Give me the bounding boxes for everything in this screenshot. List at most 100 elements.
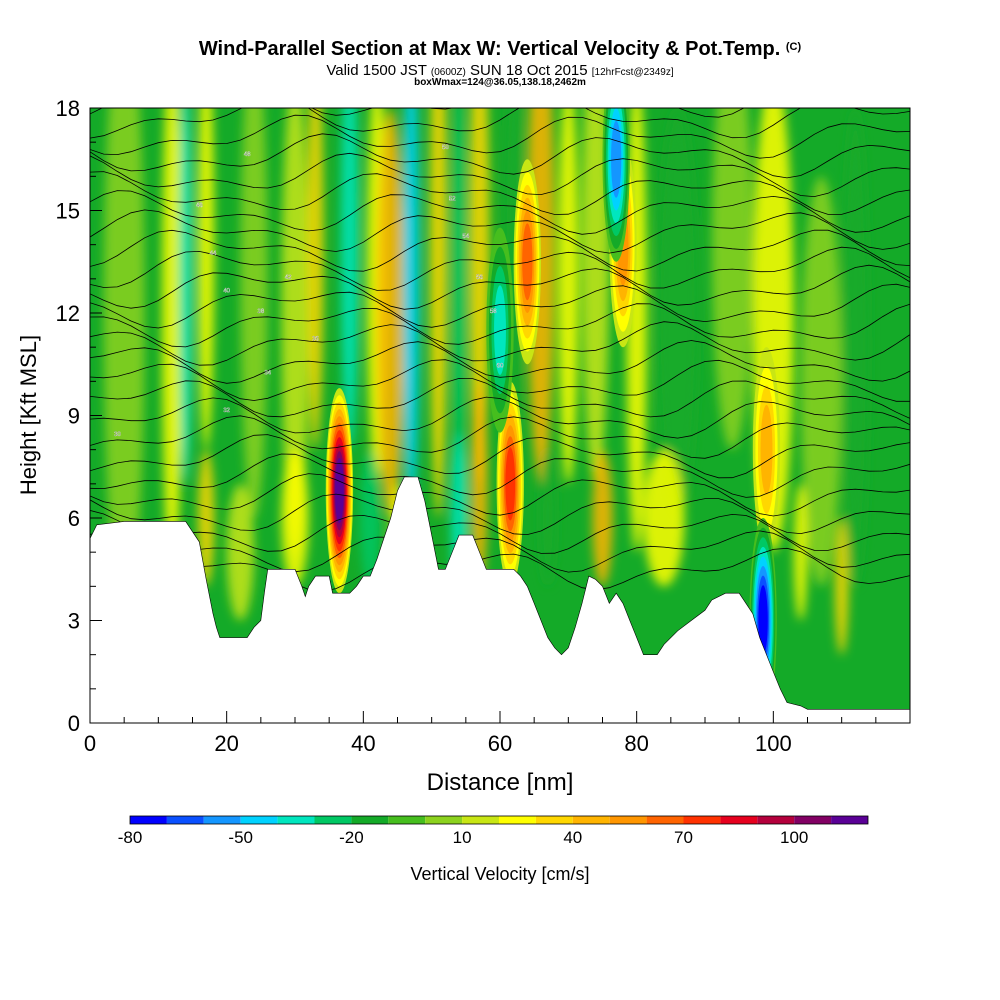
- field-band: [558, 108, 579, 484]
- chart-title-copyright: (C): [785, 41, 802, 53]
- x-tick-label: 0: [84, 731, 96, 756]
- field-band: [359, 449, 381, 587]
- downdraft-core: [494, 285, 506, 375]
- theta-contour-label: 56: [476, 275, 483, 281]
- field-band: [307, 108, 324, 450]
- colorbar-swatch: [240, 816, 278, 824]
- colorbar-swatch: [314, 816, 352, 824]
- theta-contour: [90, 510, 910, 554]
- theta-contour: [90, 303, 910, 348]
- colorbar-swatch: [462, 816, 499, 824]
- colorbar-tick-label: -20: [339, 828, 364, 847]
- downdraft-core: [758, 585, 768, 656]
- colorbar-swatch: [720, 816, 758, 824]
- colorbar-swatch: [166, 816, 204, 824]
- y-tick-label: 18: [56, 96, 80, 121]
- updraft-core: [335, 458, 344, 524]
- theta-contour: [90, 190, 910, 235]
- theta-contour: [90, 396, 910, 439]
- colorbar-swatch: [572, 816, 610, 824]
- y-tick-label: 12: [56, 301, 80, 326]
- theta-contour: [90, 152, 910, 198]
- field-band: [643, 449, 685, 587]
- field-band: [240, 108, 268, 518]
- theta-contour: [90, 340, 910, 384]
- x-tick-label: 60: [488, 731, 512, 756]
- field-band: [711, 108, 753, 450]
- updraft-core: [505, 447, 516, 521]
- field-band: [539, 449, 557, 587]
- x-tick-label: 100: [755, 731, 792, 756]
- y-axis-label: Height [Kft MSL]: [16, 335, 41, 495]
- field-band: [197, 449, 215, 587]
- theta-contour-label: 48: [244, 152, 251, 158]
- theta-contour: [90, 114, 910, 159]
- colorbar-frame: [129, 815, 869, 825]
- colorbar-swatch: [609, 816, 647, 824]
- y-tick-label: 15: [56, 199, 80, 224]
- plot-area: 30 32 34 36 38 40 42 44 46 48 50 52 54 56 58 60: [90, 108, 910, 723]
- chart-title: Wind-Parallel Section at Max W: Vertical…: [198, 38, 802, 60]
- colorbar-swatch: [535, 816, 573, 824]
- y-tick-label: 3: [68, 609, 80, 634]
- theta-contour: [90, 547, 910, 592]
- field-band: [429, 108, 448, 518]
- x-tick-label: 20: [214, 731, 238, 756]
- theta-contour: [90, 133, 910, 179]
- field-band: [226, 483, 254, 621]
- colorbar-swatch: [499, 816, 536, 824]
- theta-contour-label: 36: [312, 336, 319, 342]
- colorbar-swatch: [351, 816, 389, 824]
- chart-subtitle: Valid 1500 JST (0600Z) SUN 18 Oct 2015 […: [326, 62, 674, 79]
- field-band: [471, 381, 488, 587]
- field-band: [103, 108, 145, 621]
- field-band: [793, 483, 808, 621]
- theta-contour: [90, 473, 910, 517]
- chart-box-info: boxWmax=124@36.05,138.18,2462m: [414, 77, 586, 88]
- field-band: [161, 108, 183, 587]
- y-tick-label: 9: [68, 404, 80, 429]
- theta-contour-label: 30: [114, 432, 121, 438]
- theta-contour: [90, 359, 910, 402]
- theta-contour-label: 42: [285, 275, 292, 281]
- field-band: [452, 108, 466, 484]
- theta-contour-label: 44: [210, 251, 217, 257]
- updraft-core: [760, 404, 773, 495]
- colorbar-swatch: [794, 816, 832, 824]
- colorbar-tick-label: 40: [563, 828, 582, 847]
- field-cores: [325, 108, 781, 723]
- updraft-core: [522, 223, 533, 301]
- colorbar-swatch: [388, 816, 426, 824]
- theta-contour-label: 34: [264, 371, 271, 377]
- theta-contour: [90, 321, 910, 366]
- potential-temperature-contours: 30 32 34 36 38 40 42 44 46 48 50 52 54 56 58 60: [90, 108, 910, 592]
- y-tick-label: 0: [68, 711, 80, 736]
- theta-contour: [90, 209, 910, 254]
- colorbar-swatch: [831, 816, 868, 824]
- theta-contour: [90, 415, 910, 459]
- colorbar-tick-label: -50: [228, 828, 253, 847]
- theta-contour-label: 38: [257, 309, 264, 315]
- theta-contour-label: 54: [462, 234, 469, 240]
- field-band: [834, 518, 849, 655]
- colorbar-swatch: [277, 816, 315, 824]
- theta-contour-label: 58: [490, 309, 497, 315]
- colorbar-swatch: [130, 816, 167, 824]
- theta-contour: [90, 264, 910, 310]
- field-band: [402, 108, 420, 518]
- theta-contour-label: 32: [223, 408, 230, 414]
- theta-contour-label: 40: [223, 289, 230, 295]
- theta-contour: [90, 246, 910, 291]
- colorbar-tick-label: 100: [780, 828, 808, 847]
- theta-contour: [90, 530, 910, 573]
- theta-contour-label: 50: [442, 145, 449, 151]
- field-band: [178, 108, 193, 484]
- x-tick-label: 40: [351, 731, 375, 756]
- field-band: [197, 108, 215, 450]
- theta-contour: [90, 108, 910, 139]
- colorbar-swatch: [203, 816, 241, 824]
- colorbar-tick-label: 70: [674, 828, 693, 847]
- colorbar-label: Vertical Velocity [cm/s]: [410, 864, 589, 884]
